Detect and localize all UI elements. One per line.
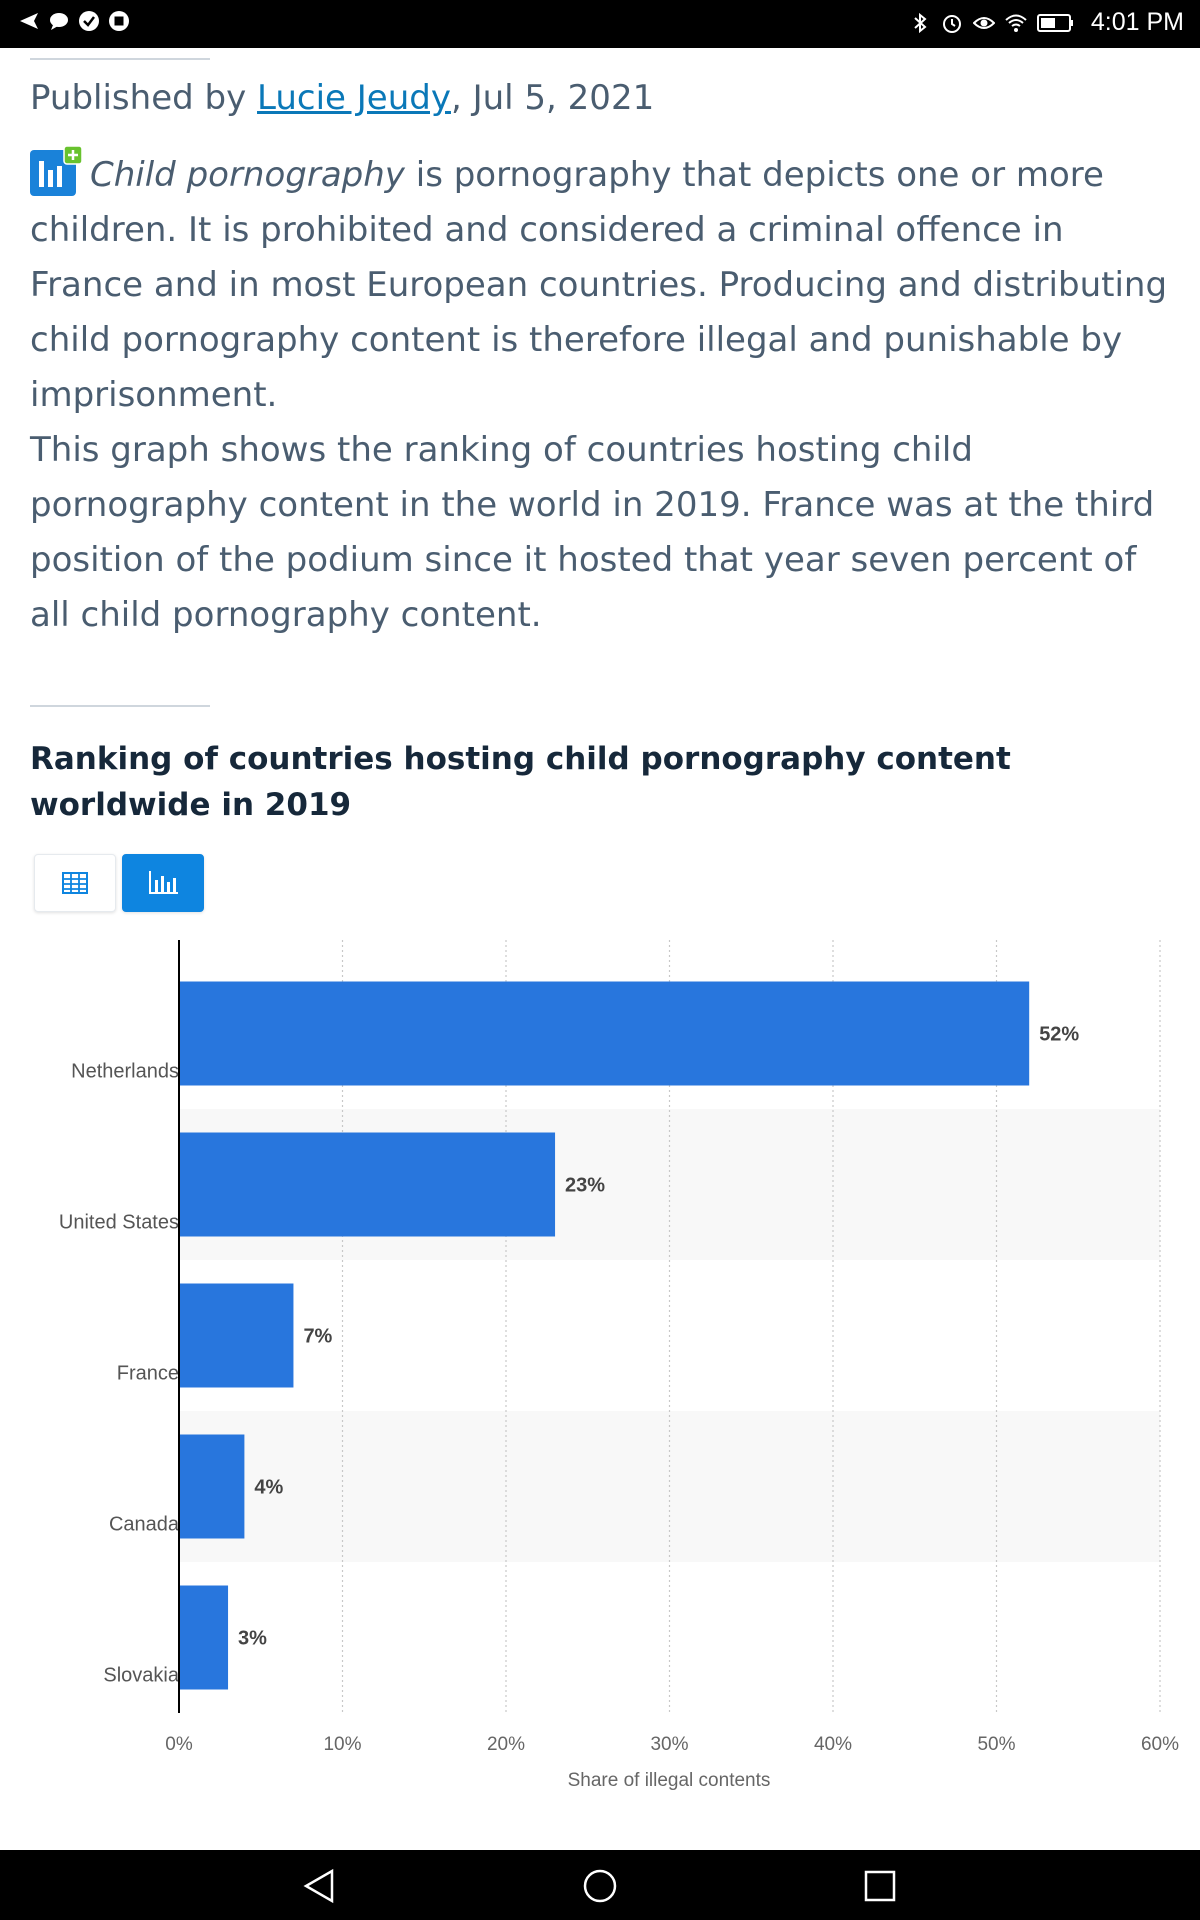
description: Child pornography is pornography that de…	[30, 145, 1170, 643]
value-label: 7%	[303, 1326, 332, 1348]
value-label: 3%	[238, 1628, 267, 1650]
bar-chart-icon	[149, 871, 178, 894]
x-tick-label: 60%	[1141, 1734, 1179, 1755]
x-tick-label: 0%	[165, 1734, 193, 1755]
recents-square-icon[interactable]	[862, 1868, 898, 1904]
divider	[30, 58, 210, 60]
bar	[179, 1434, 245, 1539]
bar	[179, 1283, 294, 1388]
system-icons: 4:01 PM	[909, 8, 1184, 37]
divider	[30, 705, 210, 707]
check-circle-icon	[79, 11, 99, 31]
term-highlight: Child pornography	[90, 155, 405, 195]
x-tick-label: 10%	[323, 1734, 361, 1755]
chat-bubble-icon	[50, 13, 68, 30]
category-label: France	[117, 1363, 179, 1385]
bluetooth-icon	[914, 12, 927, 33]
value-label: 4%	[254, 1477, 283, 1499]
send-icon	[20, 13, 38, 29]
x-tick-label: 30%	[650, 1734, 688, 1755]
statistic-add-icon[interactable]	[30, 145, 83, 196]
chart-canvas: 0% 10% 20% 30% 40% 50% 60% Netherlands 52% United…	[59, 940, 1179, 1791]
bar	[179, 1132, 556, 1237]
value-label: 23%	[565, 1175, 605, 1197]
table-icon	[62, 872, 88, 894]
bar-chart: 0% 10% 20% 30% 40% 50% 60% Netherlands 52% United…	[0, 940, 1200, 1791]
category-label: Netherlands	[71, 1061, 179, 1083]
navigation-bar	[0, 1850, 1200, 1920]
status-bar: 4:01 PM	[0, 0, 1200, 48]
x-tick-label: 40%	[814, 1734, 852, 1755]
description-paragraph-2: This graph shows the ranking of countrie…	[30, 430, 1155, 635]
battery-icon	[1036, 13, 1073, 32]
view-toggle	[34, 854, 204, 912]
bar	[179, 1585, 229, 1690]
stop-square-icon	[109, 11, 129, 31]
home-circle-icon[interactable]	[582, 1868, 618, 1904]
x-tick-label: 20%	[487, 1734, 525, 1755]
x-axis-title: Share of illegal contents	[568, 1770, 771, 1790]
chart-view-button[interactable]	[122, 854, 204, 912]
notification-icons	[18, 10, 130, 32]
category-label: United States	[59, 1212, 179, 1234]
category-label: Slovakia	[103, 1665, 179, 1687]
value-label: 52%	[1039, 1024, 1079, 1046]
x-tick-label: 50%	[977, 1734, 1015, 1755]
category-label: Canada	[109, 1514, 180, 1536]
publish-date: , Jul 5, 2021	[450, 78, 655, 118]
wifi-icon	[1005, 14, 1027, 32]
clock: 4:01 PM	[1090, 8, 1184, 36]
bar	[179, 981, 1030, 1086]
chart-title: Ranking of countries hosting child porno…	[30, 741, 1011, 823]
byline: Published by Lucie Jeudy, Jul 5, 2021	[30, 78, 654, 118]
eye-icon	[972, 16, 995, 29]
byline-prefix: Published by	[30, 78, 247, 118]
alarm-icon	[942, 14, 961, 33]
back-triangle-icon[interactable]	[302, 1868, 338, 1904]
table-view-button[interactable]	[34, 854, 116, 912]
description-paragraph-1: is pornography that depicts one or more …	[30, 155, 1168, 415]
author-link[interactable]: Lucie Jeudy	[257, 78, 451, 118]
